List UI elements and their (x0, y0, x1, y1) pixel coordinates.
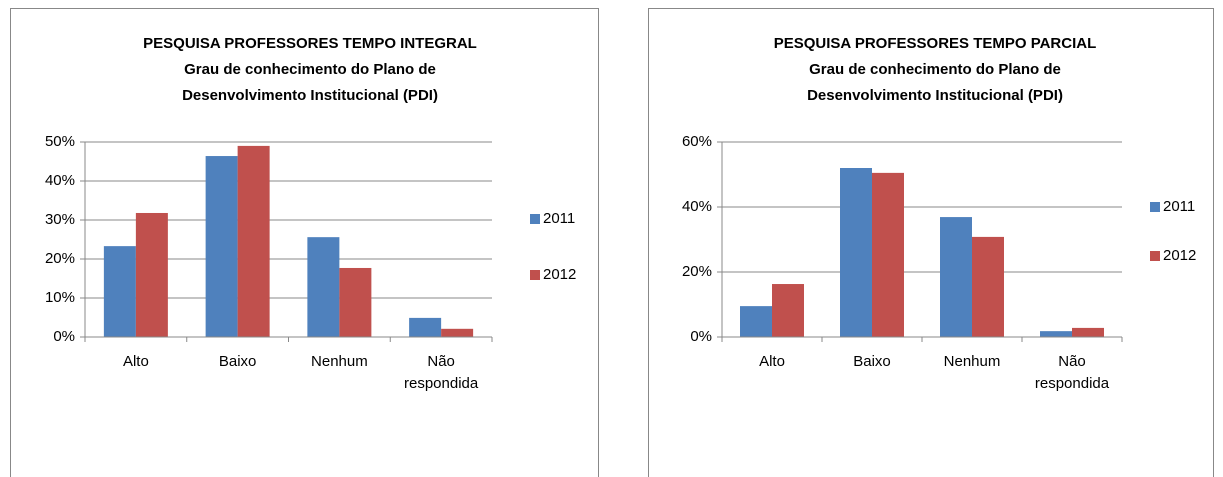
bar (103, 246, 136, 337)
bar (135, 212, 168, 337)
bar (1040, 331, 1072, 337)
x-tick-label-box: Baixo (853, 353, 891, 370)
bar (740, 306, 772, 337)
x-tick-label: Nenhum (311, 353, 368, 370)
y-tick-label: 20% (45, 250, 75, 267)
bar (772, 284, 804, 337)
legend-label: 2012 (543, 266, 576, 283)
legend-swatch (530, 214, 540, 224)
bar (441, 328, 474, 337)
x-tick-label: Baixo (218, 353, 257, 370)
legend-swatch (530, 270, 540, 280)
y-tick-label: 0% (690, 328, 712, 345)
bar (972, 236, 1004, 337)
x-tick-label: Alto (759, 353, 785, 370)
bar (307, 237, 340, 337)
legend-swatch (1150, 202, 1160, 212)
x-tick-label-box: Nenhum (311, 353, 368, 370)
chart-title: PESQUISA PROFESSORES TEMPO INTEGRAL (143, 35, 477, 52)
y-tick-label: 20% (682, 263, 712, 280)
y-tick-label: 60% (682, 133, 712, 150)
y-tick-label: 40% (682, 198, 712, 215)
bar (872, 172, 904, 337)
legend-label: 2012 (1163, 247, 1196, 264)
chart-title: Desenvolvimento Institucional (PDI) (182, 87, 438, 104)
x-tick-label-box: Alto (122, 353, 149, 370)
x-tick-label-box: Nenhum (943, 353, 1001, 370)
bar (237, 145, 270, 337)
bar (409, 317, 442, 337)
bar (1072, 327, 1104, 337)
chart-title: Grau de conhecimento do Plano de (184, 61, 436, 78)
bar (940, 217, 972, 337)
bar (339, 267, 372, 337)
chart-title: PESQUISA PROFESSORES TEMPO PARCIAL (774, 35, 1097, 52)
y-tick-label: 50% (45, 133, 75, 150)
x-tick-label: Nenhum (943, 353, 1001, 370)
y-tick-label: 40% (45, 172, 75, 189)
y-tick-label: 0% (53, 328, 75, 345)
x-tick-label: Alto (122, 353, 149, 370)
x-tick-label: Não respondida (404, 353, 479, 392)
chart-title: Desenvolvimento Institucional (PDI) (807, 87, 1063, 104)
legend-swatch (1150, 251, 1160, 261)
y-tick-label: 30% (45, 211, 75, 228)
chart-frame (10, 8, 599, 477)
legend-label: 2011 (543, 210, 575, 227)
x-tick-label: Baixo (853, 353, 891, 370)
chart-title: Grau de conhecimento do Plano de (809, 61, 1061, 78)
x-tick-label-box: Alto (759, 353, 785, 370)
chart-frame (648, 8, 1214, 477)
x-tick-label: Não respondida (1034, 353, 1110, 392)
bar (205, 156, 238, 337)
x-tick-label-box: Não respondida (404, 353, 479, 392)
bar (840, 168, 872, 337)
x-tick-label-box: Não respondida (1034, 353, 1110, 392)
x-tick-label-box: Baixo (218, 353, 257, 370)
legend-label: 2011 (1163, 198, 1195, 215)
y-tick-label: 10% (45, 289, 75, 306)
